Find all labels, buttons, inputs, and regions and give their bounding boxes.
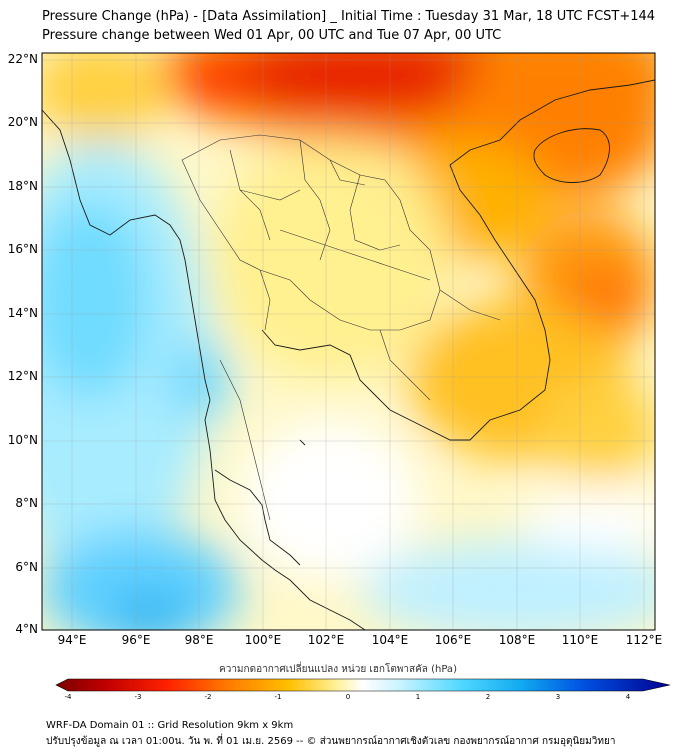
lat-label: 22°N — [7, 52, 38, 66]
lat-label: 16°N — [7, 242, 38, 256]
lon-label: 110°E — [561, 633, 599, 647]
lon-label: 112°E — [625, 633, 663, 647]
colorbar-tick: 4 — [625, 693, 631, 701]
lat-label: 20°N — [7, 115, 38, 129]
colorbar-title: ความกดอากาศเปลี่ยนแปลง หน่วย เฮกโตพาสคัล… — [219, 664, 457, 675]
lat-label: 8°N — [15, 496, 38, 510]
colorbar-tick: -3 — [134, 693, 142, 701]
lat-label: 6°N — [15, 560, 38, 574]
lat-label: 4°N — [15, 622, 38, 636]
lon-label: 100°E — [244, 633, 282, 647]
lon-label: 98°E — [184, 633, 214, 647]
lon-label: 104°E — [371, 633, 409, 647]
lon-label: 94°E — [57, 633, 87, 647]
map-frame — [41, 52, 656, 631]
lat-label: 12°N — [7, 369, 38, 383]
pressure-field — [42, 53, 655, 630]
colorbar-tick: -4 — [64, 693, 72, 701]
colorbar — [55, 678, 671, 692]
lat-label: 14°N — [7, 306, 38, 320]
coastlines — [42, 79, 655, 630]
colorbar-tick: 0 — [345, 693, 351, 701]
colorbar-tick: 2 — [485, 693, 491, 701]
colorbar-tick: -2 — [204, 693, 212, 701]
admin-borders — [181, 134, 501, 521]
lon-label: 96°E — [121, 633, 151, 647]
footer-model-info: WRF-DA Domain 01 :: Grid Resolution 9km … — [46, 720, 294, 731]
lon-label: 102°E — [307, 633, 345, 647]
map-subtitle: Pressure change between Wed 01 Apr, 00 U… — [42, 28, 502, 43]
lat-label: 18°N — [7, 179, 38, 193]
colorbar-bar — [55, 678, 671, 692]
map-title: Pressure Change (hPa) - [Data Assimilati… — [42, 9, 656, 24]
lat-label: 10°N — [7, 433, 38, 447]
colorbar-tick: 1 — [415, 693, 421, 701]
colorbar-tick: 3 — [555, 693, 561, 701]
footer-credit: ปรับปรุงข้อมูล ณ เวลา 01:00น. วัน พ. ที่… — [46, 736, 616, 747]
lon-label: 106°E — [434, 633, 472, 647]
colorbar-tick: -1 — [274, 693, 282, 701]
lon-label: 108°E — [498, 633, 536, 647]
graticule — [42, 53, 655, 630]
